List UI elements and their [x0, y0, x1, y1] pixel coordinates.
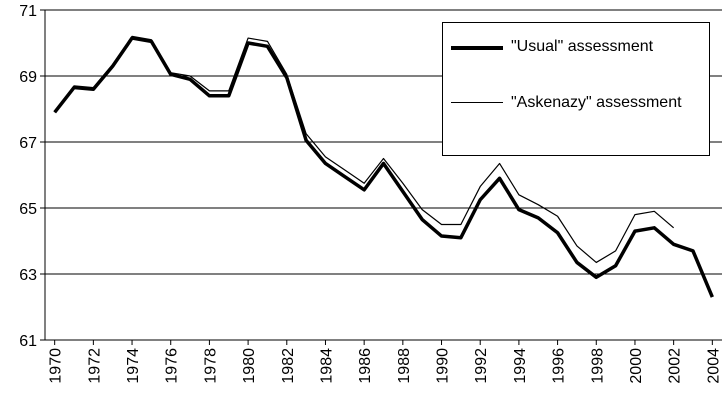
x-tick-label: 1990 [435, 348, 452, 384]
y-tick-label: 63 [19, 267, 37, 284]
y-tick-label: 67 [19, 135, 37, 152]
legend-entry: "Usual" assessment [451, 36, 686, 58]
x-tick-label: 1992 [473, 348, 490, 384]
y-tick-label: 61 [19, 333, 37, 350]
x-tick-label: 2002 [667, 348, 684, 384]
y-tick-label: 71 [19, 3, 37, 20]
x-tick-label: 1996 [551, 348, 568, 384]
legend-label: "Usual" assessment [511, 38, 654, 55]
x-tick-label: 1980 [241, 348, 258, 384]
x-tick-label: 1994 [512, 348, 529, 384]
x-tick-label: 1972 [86, 348, 103, 384]
x-tick-label: 1998 [589, 348, 606, 384]
x-tick-label: 1988 [396, 348, 413, 384]
x-tick-label: 1982 [280, 348, 297, 384]
legend-swatch [451, 102, 503, 104]
x-tick-label: 1976 [164, 348, 181, 384]
series-line [54, 35, 675, 264]
x-tick-label: 1978 [202, 348, 219, 384]
legend-label: "Askenazy" assessment [511, 94, 682, 111]
x-tick-label: 2004 [705, 348, 722, 384]
series-line [53, 36, 714, 298]
y-tick-label: 65 [19, 201, 37, 218]
x-tick-label: 1986 [357, 348, 374, 384]
legend-entry: "Askenazy" assessment [451, 92, 686, 114]
y-tick-label: 69 [19, 69, 37, 86]
legend: "Usual" assessment "Askenazy" assessment [442, 22, 710, 156]
x-tick-label: 1970 [48, 348, 65, 384]
x-tick-label: 1974 [125, 348, 142, 384]
x-tick-label: 2000 [628, 348, 645, 384]
x-tick-label: 1984 [318, 348, 335, 384]
legend-swatch [451, 46, 503, 50]
